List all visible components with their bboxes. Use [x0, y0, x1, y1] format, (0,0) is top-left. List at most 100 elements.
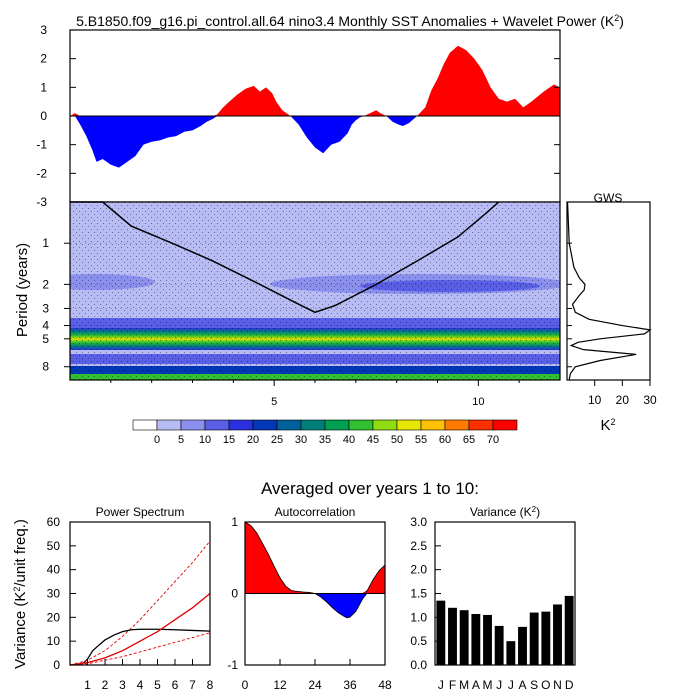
colorbar-label: 20 — [247, 434, 259, 446]
colorbar: 0 5 10 15 20 25 30 35 40 45 50 55 60 65 70 — [132, 419, 518, 446]
colorbar-label: 35 — [319, 434, 331, 446]
power-spectrum-power-line — [69, 628, 211, 666]
autocorrelation-xtick-label: 24 — [308, 678, 322, 692]
autocorrelation-ytick-label: 0 — [231, 587, 238, 601]
variance-bar — [541, 611, 551, 665]
gws-axes-frame — [566, 201, 651, 381]
power-spectrum-ytick-label: 40 — [47, 563, 61, 577]
colorbar-swatch — [228, 419, 254, 431]
wavelet-ytick-label: 8 — [42, 360, 49, 374]
main-title: 5.B1850.f09_g16.pi_control.all.64 nino3.… — [76, 13, 624, 29]
gws-title: GWS — [594, 191, 623, 205]
sst-ytick-label: -2 — [36, 166, 47, 180]
colorbar-label: 55 — [415, 434, 427, 446]
power-spectrum-title: Power Spectrum — [96, 505, 185, 519]
variance-ytick-label: 1.5 — [410, 587, 427, 601]
colorbar-label: 25 — [271, 434, 283, 446]
colorbar-label: 45 — [367, 434, 379, 446]
sst-positive-area — [70, 45, 560, 117]
power-spectrum-xtick-label: 5 — [154, 678, 161, 692]
power-spectrum-xtick-label: 7 — [189, 678, 196, 692]
gws-xtick-label: 30 — [643, 393, 657, 407]
wavelet-ytick-label: 5 — [42, 332, 49, 346]
colorbar-swatch — [468, 419, 494, 431]
variance-bar — [483, 614, 492, 665]
variance-xtick-label: J — [496, 678, 502, 692]
cone-of-influence — [70, 201, 500, 314]
colorbar-swatch — [300, 419, 326, 431]
colorbar-swatch — [348, 419, 374, 431]
power-spectrum-ytick-label: 30 — [47, 587, 61, 601]
colorbar-swatch — [132, 419, 158, 431]
autocorrelation-ytick-label: 1 — [231, 515, 238, 529]
colorbar-swatch — [156, 419, 182, 431]
power-spectrum-ytick-label: 10 — [47, 634, 61, 648]
wavelet-stipple — [70, 202, 560, 380]
sst-ytick-label: -3 — [36, 195, 47, 209]
power-spectrum-xtick-label: 2 — [102, 678, 109, 692]
variance-xtick-label: D — [565, 678, 574, 692]
colorbar-label: 15 — [223, 434, 235, 446]
variance-xtick-label: O — [541, 678, 550, 692]
colorbar-label: 65 — [463, 434, 475, 446]
colorbar-swatch — [372, 419, 398, 431]
autocorrelation-positive-area — [245, 522, 385, 594]
variance-bar — [564, 595, 574, 665]
power-spectrum-xtick-label: 6 — [172, 678, 179, 692]
gws-panel: GWS 10 20 30 K2 — [566, 191, 657, 434]
colorbar-swatch — [204, 419, 230, 431]
wavelet-ytick-label: 2 — [42, 277, 49, 291]
variance-ytick-label: 3.0 — [410, 515, 427, 529]
variance-xtick-label: A — [518, 678, 526, 692]
power-spectrum-ytick-label: 20 — [47, 610, 61, 624]
sst-ytick-label: 0 — [40, 109, 47, 123]
variance-bar — [518, 626, 527, 665]
variance-panel: Variance (K2) 0.00.51.01.52.02.53.0J F M A M… — [410, 505, 576, 692]
variance-xtick-label: S — [530, 678, 538, 692]
variance-xtick-label: J — [508, 678, 514, 692]
averaging-heading: Averaged over years 1 to 10: — [261, 479, 479, 498]
power-spectrum-ytick-label: 0 — [53, 658, 60, 672]
variance-ytick-label: 0.5 — [410, 634, 427, 648]
autocorrelation-negative-area — [245, 593, 385, 618]
colorbar-label: 50 — [391, 434, 403, 446]
variance-xtick-label: M — [483, 678, 493, 692]
variance-ytick-label: 0.0 — [410, 658, 427, 672]
wavelet-xtick-label: 10 — [472, 396, 484, 408]
autocorrelation-xtick-label: 0 — [242, 678, 249, 692]
variance-ytick-label: 1.0 — [410, 610, 427, 624]
colorbar-label: 5 — [178, 434, 184, 446]
variance-bar — [459, 610, 469, 665]
wavelet-ytick-label: 1 — [42, 236, 49, 250]
autocorrelation-title: Autocorrelation — [275, 505, 356, 519]
variance-bar — [471, 613, 481, 665]
variance-xtick-label: N — [553, 678, 562, 692]
variance-xtick-label: F — [449, 678, 456, 692]
colorbar-swatch — [492, 419, 518, 431]
colorbar-label: 10 — [199, 434, 211, 446]
variance-xtick-label: J — [438, 678, 444, 692]
variance-ytick-label: 2.5 — [410, 539, 427, 553]
colorbar-swatch — [396, 419, 422, 431]
variance-title: Variance (K2) — [470, 505, 540, 520]
variance-xtick-label: M — [459, 678, 469, 692]
colorbar-label: 60 — [439, 434, 451, 446]
wavelet-ytick-label: 4 — [42, 319, 49, 333]
power-spectrum-xtick-label: 4 — [137, 678, 144, 692]
variance-ytick-label: 2.0 — [410, 563, 427, 577]
sst-ytick-label: 3 — [40, 23, 47, 37]
autocorrelation-xtick-label: 48 — [378, 678, 392, 692]
power-spectrum-axes-frame — [69, 521, 211, 666]
sst-anomaly-panel: 3 2 1 0 -1 -2 -3 — [36, 23, 561, 209]
power-spectrum-red-noise-line — [69, 592, 211, 666]
variance-bar — [436, 600, 446, 665]
colorbar-swatch — [252, 419, 278, 431]
wavelet-ytick-label: 3 — [42, 301, 49, 315]
gws-xlabel: K2 — [600, 417, 615, 434]
power-spectrum-lower-5-line — [69, 632, 211, 666]
wavelet-xtick-label: 5 — [271, 396, 277, 408]
colorbar-swatch — [324, 419, 350, 431]
power-spectrum-panel: Power Spectrum 0 10 20 30 40 50 60 1 2 3 4 5 6 7 8 Var… — [12, 505, 214, 692]
variance-bar — [506, 641, 516, 665]
